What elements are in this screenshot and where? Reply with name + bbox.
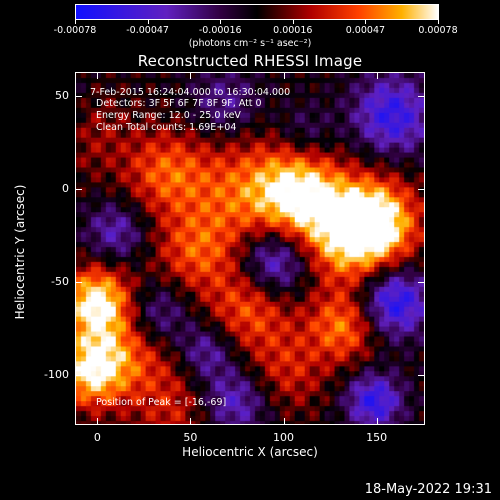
plot-title: Reconstructed RHESSI Image [137,52,363,70]
time-range-annotation: 7-Feb-2015 16:24:04.000 to 16:30:04.000 [90,87,291,98]
y-tick-mark [75,374,82,376]
colorbar-tick-label: 0.00078 [418,25,458,36]
x-tick-label: 0 [93,431,101,444]
colorbar-tick [292,20,294,24]
x-tick-mark [376,418,378,425]
colorbar-tick [365,20,367,24]
colorbar-tick-label: -0.00047 [126,25,169,36]
x-tick-label: 100 [273,431,294,444]
energy-annotation: Energy Range: 12.0 - 25.0 keV [96,110,241,121]
detectors-annotation: Detectors: 3F 5F 6F 7F 8F 9F, Att 0 [96,98,262,109]
colorbar-tick [220,20,222,24]
timestamp-footer: 18-May-2022 19:31 [364,482,492,497]
colorbar-tick-label: -0.00016 [198,25,242,36]
colorbar-tick-label: 0.00047 [345,25,386,36]
colorbar-tick-label: 0.00016 [273,25,313,36]
colorbar [75,4,439,20]
y-axis-label: Heliocentric Y (arcsec) [13,184,27,320]
y-tick-label: -50 [51,274,69,288]
y-tick-mark [75,189,82,191]
x-tick-mark [190,418,192,425]
x-tick-mark [97,418,99,425]
y-tick-label: 50 [55,89,69,103]
heatmap-plot: 7-Feb-2015 16:24:04.000 to 16:30:04.000 … [75,72,425,425]
colorbar-gradient [76,5,438,19]
y-tick-mark [418,374,425,376]
y-tick-mark [418,189,425,191]
x-tick-mark [376,72,378,79]
x-tick-mark [283,418,285,425]
colorbar-tick-label: -0.00078 [53,25,97,36]
colorbar-tick [75,20,76,24]
colorbar-tick [438,20,439,24]
colorbar-tick [147,20,149,24]
x-tick-mark [97,72,99,79]
x-tick-label: 150 [366,431,388,444]
x-tick-mark [190,72,192,79]
colorbar-units: (photons cm⁻² s⁻¹ asec⁻²) [188,38,312,49]
y-tick-mark [75,281,82,283]
x-tick-mark [283,72,285,79]
peak-annotation: Position of Peak = [-16,-69] [96,397,227,408]
x-tick-label: 50 [183,431,198,444]
x-axis-label: Heliocentric X (arcsec) [182,445,318,459]
y-tick-label: 0 [62,182,69,196]
y-tick-mark [75,96,82,98]
y-tick-label: -100 [44,367,69,381]
heatmap-image [76,73,424,424]
y-tick-mark [418,96,425,98]
clean-annotation: Clean Total counts: 1.69E+04 [96,122,237,133]
y-tick-mark [418,281,425,283]
